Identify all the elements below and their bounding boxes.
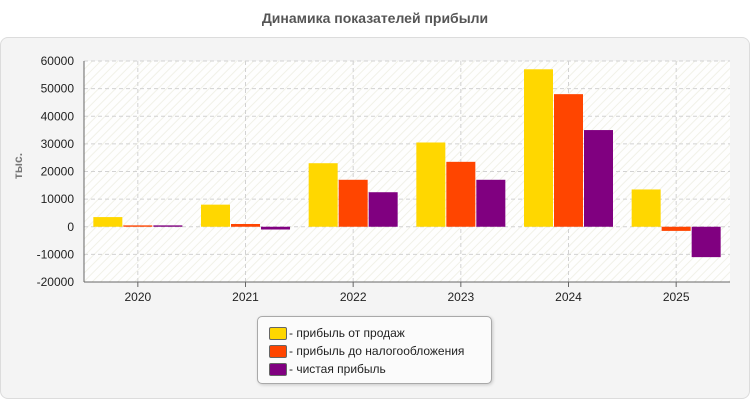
- bar-1-2022: [308, 163, 338, 227]
- bar-2-2024: [554, 94, 583, 227]
- legend-swatch: [269, 362, 287, 376]
- y-tick-label: 30000: [41, 137, 75, 151]
- bar-3-2022: [368, 192, 398, 227]
- bar-3-2025: [691, 226, 721, 258]
- legend: - прибыль от продаж - прибыль до налогоо…: [257, 316, 492, 384]
- x-tick-label: 2021: [232, 290, 259, 304]
- x-tick-label: 2023: [447, 290, 474, 304]
- bar-2-2021: [231, 223, 260, 227]
- bar-1-2020: [93, 217, 123, 227]
- y-tick-label: 50000: [41, 82, 75, 96]
- y-tick-label: 0: [67, 220, 74, 234]
- y-tick-label: 60000: [41, 54, 75, 68]
- bar-3-2020: [153, 225, 183, 227]
- bar-2-2025: [661, 226, 691, 231]
- bar-2-2022: [338, 179, 368, 227]
- legend-item-net-profit: - чистая прибыль: [269, 361, 386, 377]
- legend-item-sales-profit: - прибыль от продаж: [269, 325, 405, 341]
- legend-swatch: [269, 344, 287, 358]
- x-tick-label: 2025: [663, 290, 690, 304]
- bars: [93, 69, 721, 258]
- y-tick-label: 10000: [41, 192, 75, 206]
- y-tick-label: -10000: [37, 247, 75, 261]
- legend-label: - прибыль от продаж: [289, 326, 405, 340]
- bar-2-2023: [446, 161, 476, 227]
- legend-item-pretax-profit: - прибыль до налогообложения: [269, 343, 464, 359]
- y-axis-title: тыс.: [11, 153, 25, 179]
- chart-title: Динамика показателей прибыли: [261, 10, 489, 26]
- bar-3-2021: [261, 226, 290, 230]
- legend-swatch: [269, 326, 287, 340]
- y-tick-label: 20000: [41, 165, 75, 179]
- y-tick-label: -20000: [37, 275, 75, 289]
- legend-label: - чистая прибыль: [289, 362, 386, 376]
- bar-3-2024: [584, 130, 613, 227]
- x-tick-label: 2024: [555, 290, 582, 304]
- bar-3-2023: [476, 179, 506, 227]
- bar-1-2025: [631, 189, 661, 227]
- bar-2-2020: [123, 225, 153, 227]
- x-tick-label: 2022: [340, 290, 367, 304]
- bar-1-2024: [524, 69, 553, 227]
- legend-label: - прибыль до налогообложения: [289, 344, 465, 358]
- bar-1-2021: [201, 204, 230, 227]
- bar-1-2023: [416, 142, 446, 227]
- x-tick-label: 2020: [124, 290, 151, 304]
- y-tick-label: 40000: [41, 109, 75, 123]
- axes: 60000 50000 40000 30000 20000 10000 0 -10000 -20…: [37, 54, 730, 304]
- grid-lines: [84, 60, 730, 283]
